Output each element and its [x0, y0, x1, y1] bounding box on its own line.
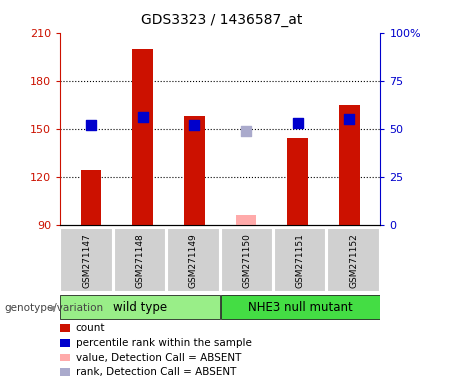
Point — [242, 127, 250, 134]
Text: count: count — [76, 323, 105, 333]
Text: GSM271149: GSM271149 — [189, 233, 198, 288]
Bar — [274, 228, 326, 293]
Bar — [287, 138, 308, 225]
Bar — [114, 228, 166, 293]
Text: wild type: wild type — [113, 301, 167, 314]
Bar — [81, 170, 101, 225]
Text: GSM271152: GSM271152 — [349, 233, 358, 288]
Point — [87, 122, 95, 128]
Bar — [60, 295, 219, 319]
Text: GSM271151: GSM271151 — [296, 233, 305, 288]
Point — [346, 116, 353, 122]
Text: NHE3 null mutant: NHE3 null mutant — [248, 301, 353, 314]
Point — [190, 122, 198, 128]
Point — [294, 120, 301, 126]
Text: GDS3323 / 1436587_at: GDS3323 / 1436587_at — [141, 13, 302, 27]
Bar — [221, 228, 273, 293]
Text: GSM271150: GSM271150 — [242, 233, 251, 288]
Text: percentile rank within the sample: percentile rank within the sample — [76, 338, 252, 348]
Bar — [339, 105, 360, 225]
Text: GSM271147: GSM271147 — [82, 233, 91, 288]
Bar — [236, 215, 256, 225]
Bar — [60, 228, 113, 293]
Text: value, Detection Call = ABSENT: value, Detection Call = ABSENT — [76, 353, 241, 362]
Point — [139, 114, 146, 120]
Text: GSM271148: GSM271148 — [136, 233, 145, 288]
Bar — [221, 295, 380, 319]
Text: rank, Detection Call = ABSENT: rank, Detection Call = ABSENT — [76, 367, 236, 377]
Bar — [184, 116, 205, 225]
Text: genotype/variation: genotype/variation — [5, 303, 104, 313]
Bar — [327, 228, 380, 293]
Bar — [132, 49, 153, 225]
Bar — [167, 228, 219, 293]
